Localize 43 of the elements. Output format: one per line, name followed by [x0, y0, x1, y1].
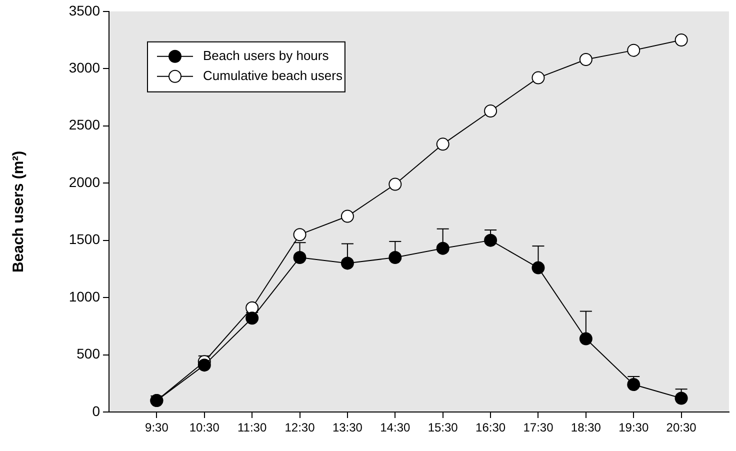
x-tick-label: 19:30	[618, 420, 649, 435]
x-tick-label: 18:30	[570, 420, 602, 435]
x-tick-label: 11:30	[238, 420, 267, 435]
x-tick-label: 14:30	[380, 420, 410, 435]
point	[436, 242, 450, 255]
point	[436, 138, 450, 151]
x-tick-label: 12:30	[284, 420, 316, 435]
x-tick-label: 20:30	[666, 420, 697, 435]
point	[532, 71, 545, 84]
y-tick-label: 500	[76, 346, 100, 362]
x-tick-label: 10:30	[189, 420, 220, 435]
x-tick-label: 13:30	[332, 420, 363, 435]
point	[674, 392, 688, 405]
point	[198, 358, 211, 372]
y-tick-label: 1000	[68, 288, 100, 304]
y-tick-label: 2000	[68, 174, 100, 190]
point	[293, 250, 306, 264]
x-tick-label: 16:30	[476, 420, 506, 435]
y-axis-title: Beach users (m²)	[10, 150, 28, 273]
y-tick-label: 0	[92, 402, 100, 419]
y-tick-label: 3500	[68, 2, 100, 18]
point	[579, 52, 592, 66]
point	[484, 234, 498, 247]
y-tick-label: 1500	[68, 231, 100, 248]
point	[388, 250, 402, 264]
x-tick-label: 15:30	[428, 420, 458, 435]
point	[627, 44, 640, 57]
point	[579, 332, 592, 346]
point	[340, 256, 354, 270]
point	[388, 178, 402, 191]
y-tick-label: 3000	[68, 59, 100, 76]
point	[484, 104, 498, 118]
point	[246, 312, 259, 325]
x-tick-label: 9:30	[145, 420, 169, 435]
x-tick-label: 17:30	[523, 420, 554, 435]
point	[674, 34, 688, 47]
point	[627, 378, 640, 392]
legend-label: Cumulative beach users	[203, 68, 343, 83]
legend-label: Beach users by hours	[203, 48, 330, 63]
point	[532, 261, 545, 274]
point	[293, 228, 306, 242]
y-tick-label: 2500	[68, 116, 100, 133]
point	[340, 210, 354, 223]
